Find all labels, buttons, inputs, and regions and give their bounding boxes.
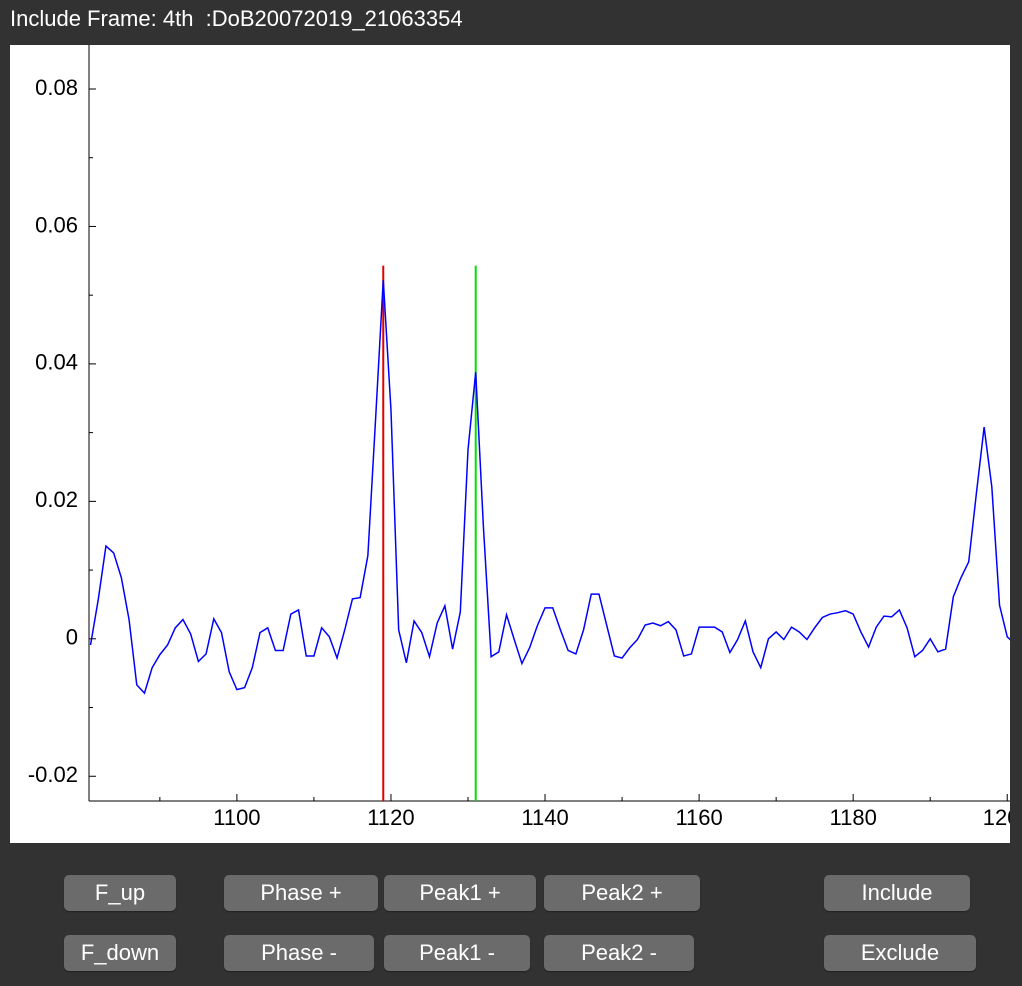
button[interactable]: Peak2 + bbox=[544, 875, 700, 911]
button[interactable]: F_down bbox=[64, 935, 176, 971]
y-tick-label: 0.02 bbox=[35, 487, 78, 512]
button[interactable]: Include bbox=[824, 875, 970, 911]
button[interactable]: Peak2 - bbox=[544, 935, 694, 971]
window-title: Include Frame: 4th :DoB20072019_21063354 bbox=[10, 6, 463, 31]
data-line bbox=[89, 280, 1010, 695]
button[interactable]: Phase - bbox=[224, 935, 374, 971]
x-tick-label: 1100 bbox=[213, 805, 260, 830]
button[interactable]: Peak1 + bbox=[384, 875, 536, 911]
y-tick-label: 0 bbox=[66, 625, 78, 650]
y-tick-label: 0.06 bbox=[35, 212, 78, 237]
button[interactable]: Peak1 - bbox=[384, 935, 530, 971]
x-tick-label: 1140 bbox=[521, 805, 568, 830]
chart: -0.02 0 0.02 0.04 0.06 0.08 1100 1120 1140 1160 11… bbox=[10, 45, 1010, 843]
x-tick-label: 1160 bbox=[675, 805, 722, 830]
button[interactable]: Exclude bbox=[824, 935, 976, 971]
x-tick-label: 1120 bbox=[367, 805, 414, 830]
y-tick-label: -0.02 bbox=[28, 762, 78, 787]
button[interactable]: F_up bbox=[64, 875, 176, 911]
x-tick-label: 1200 bbox=[983, 805, 1010, 830]
y-tick-label: 0.04 bbox=[35, 350, 78, 375]
button[interactable]: Phase + bbox=[224, 875, 378, 911]
y-tick-label: 0.08 bbox=[35, 75, 78, 100]
x-tick-label: 1180 bbox=[830, 805, 877, 830]
